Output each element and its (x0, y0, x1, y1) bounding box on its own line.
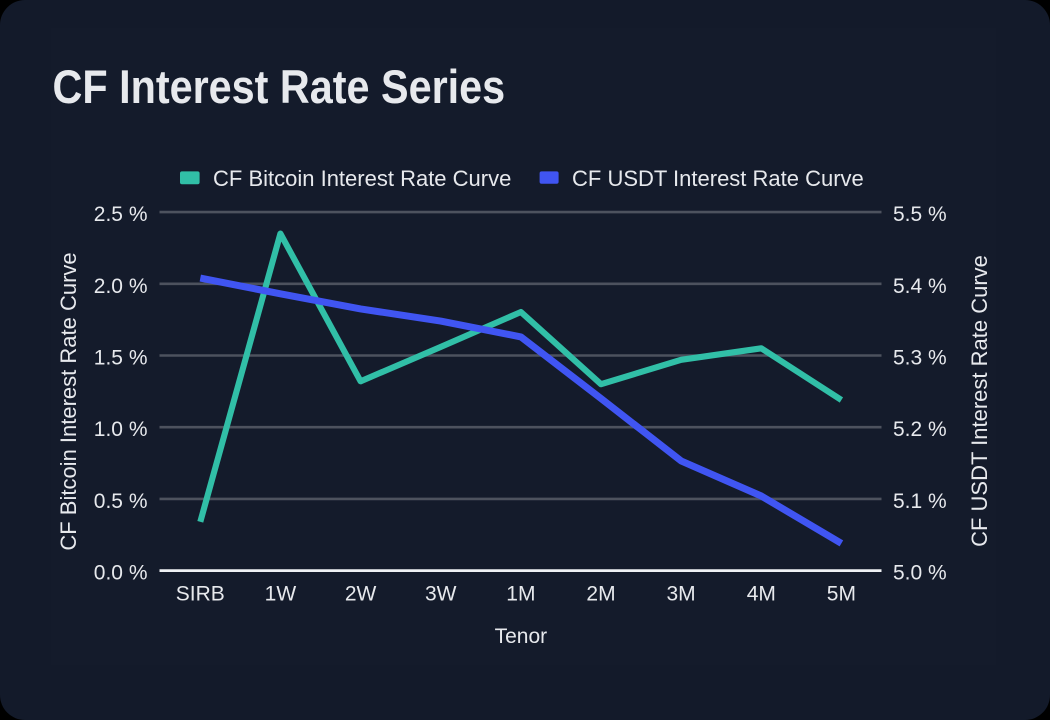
svg-text:4M: 4M (747, 583, 776, 606)
svg-text:5.4 %: 5.4 % (893, 275, 947, 298)
svg-text:2.5 %: 2.5 % (94, 203, 148, 226)
svg-text:0.5 %: 0.5 % (94, 490, 148, 513)
svg-text:0.0 %: 0.0 % (94, 562, 148, 585)
svg-text:3M: 3M (667, 583, 696, 606)
svg-text:5.3 %: 5.3 % (893, 347, 947, 370)
svg-text:CF Bitcoin Interest Rate Curve: CF Bitcoin Interest Rate Curve (56, 252, 81, 550)
svg-text:CF Interest Rate Series: CF Interest Rate Series (53, 62, 506, 114)
svg-text:3W: 3W (425, 583, 457, 606)
svg-text:1.5 %: 1.5 % (94, 347, 148, 370)
svg-text:SIRB: SIRB (176, 583, 225, 606)
svg-text:2.0 %: 2.0 % (94, 275, 148, 298)
svg-text:5M: 5M (827, 583, 856, 606)
svg-text:5.2 %: 5.2 % (893, 418, 947, 441)
svg-text:2W: 2W (345, 583, 377, 606)
svg-text:5.5 %: 5.5 % (893, 203, 947, 226)
svg-text:1W: 1W (265, 583, 297, 606)
svg-text:1M: 1M (506, 583, 535, 606)
svg-text:CF USDT Interest Rate Curve: CF USDT Interest Rate Curve (967, 255, 992, 547)
svg-text:5.1 %: 5.1 % (893, 490, 947, 513)
svg-text:Tenor: Tenor (495, 625, 548, 648)
svg-text:CF USDT Interest Rate Curve: CF USDT Interest Rate Curve (572, 166, 864, 191)
svg-text:2M: 2M (586, 583, 615, 606)
svg-text:5.0 %: 5.0 % (893, 562, 947, 585)
svg-text:1.0 %: 1.0 % (94, 418, 148, 441)
svg-text:CF Bitcoin Interest Rate Curve: CF Bitcoin Interest Rate Curve (213, 166, 511, 191)
